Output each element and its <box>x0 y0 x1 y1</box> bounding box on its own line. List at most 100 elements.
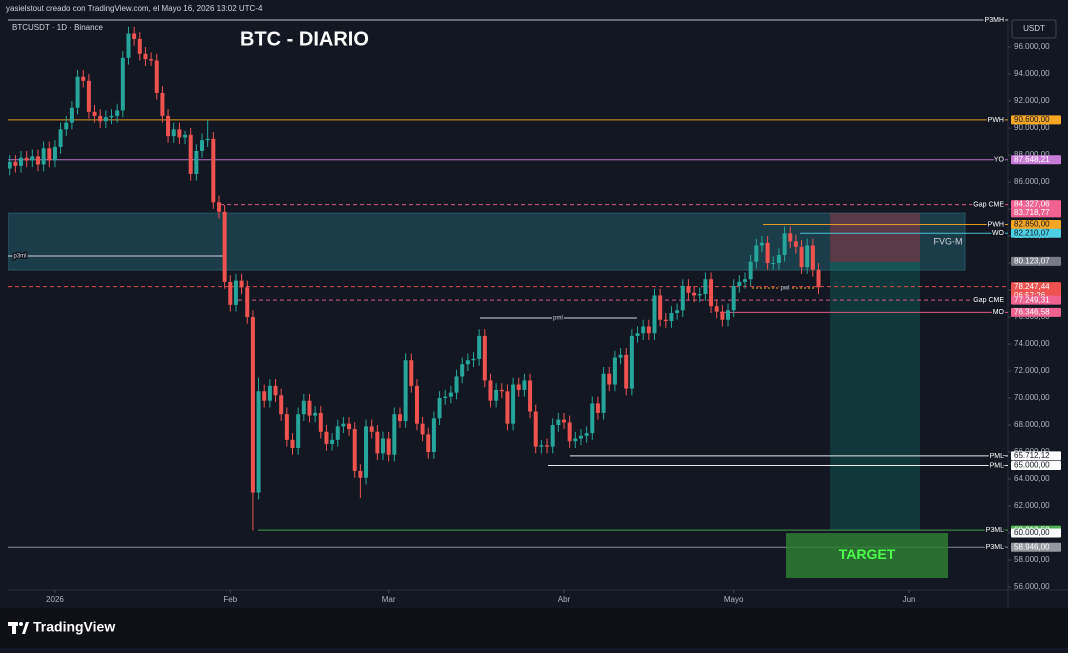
candle-body <box>347 423 352 430</box>
y-tick-label: 68.000,00 <box>1014 420 1050 429</box>
x-tick-label: 2026 <box>46 595 64 604</box>
candle-body <box>714 306 719 312</box>
candle-body <box>460 364 465 377</box>
candle-body <box>793 241 798 247</box>
candle-body <box>420 423 425 435</box>
candle-body <box>222 211 227 282</box>
y-tick-label: 70.000,00 <box>1014 393 1050 402</box>
profit-zone <box>830 262 920 531</box>
candle-body <box>160 92 165 116</box>
candle-body <box>448 392 453 397</box>
candle-body <box>13 161 18 166</box>
candle-body <box>381 438 385 454</box>
plot-area <box>8 19 1008 548</box>
candle-body <box>86 80 91 112</box>
candle-body <box>641 326 646 334</box>
candle-body <box>686 285 691 293</box>
price-badge-label: 65.000,00 <box>1014 461 1050 470</box>
tv-logo <box>8 622 29 634</box>
candle-body <box>358 470 363 478</box>
price-badge <box>1011 115 1061 125</box>
x-tick-label: Feb <box>223 595 237 604</box>
candle-body <box>35 156 40 165</box>
candle-body <box>545 445 550 447</box>
y-tick-label: 58.000,00 <box>1014 555 1050 564</box>
candle-body <box>765 242 770 264</box>
candle-body <box>98 115 103 122</box>
price-badge <box>1011 307 1061 317</box>
candle-body <box>211 138 216 203</box>
candle-body <box>318 412 323 432</box>
candle-body <box>567 422 572 442</box>
price-badge-label: 77.249,31 <box>1014 295 1050 304</box>
x-tick-label: Jun <box>903 595 916 604</box>
candle-body <box>652 295 657 334</box>
y-tick-label: 64.000,00 <box>1014 474 1050 483</box>
level-label: WO <box>992 230 1005 237</box>
candle-body <box>573 438 578 442</box>
candle-body <box>183 134 188 138</box>
candle-body <box>341 423 346 427</box>
candle-body <box>612 357 617 385</box>
candle-body <box>115 110 120 116</box>
brand: TradingView <box>33 619 115 635</box>
currency[interactable]: USDT <box>1023 24 1045 33</box>
candle-body <box>437 398 442 419</box>
target-box <box>786 533 948 578</box>
candle-body <box>233 280 238 305</box>
candle-body <box>58 129 63 147</box>
candle-body <box>618 354 623 358</box>
price-badge-label: 83.718,77 <box>1014 208 1050 217</box>
level-label: P3MH <box>985 17 1004 24</box>
candle-body <box>528 380 533 412</box>
candle-body <box>250 317 255 493</box>
annotation-label: p3ml <box>13 254 26 260</box>
candle-body <box>810 245 815 270</box>
currency-box[interactable] <box>1011 19 1057 39</box>
candle-body <box>477 335 482 359</box>
candle-body <box>522 380 527 390</box>
candle-body <box>578 435 583 439</box>
y-tick-label: 62.000,00 <box>1014 501 1050 510</box>
candle-body <box>799 246 804 268</box>
price-badge <box>1011 155 1061 165</box>
candle-body <box>397 414 402 421</box>
candle-body <box>143 53 148 60</box>
candle-body <box>41 148 46 165</box>
level-label: Gap CME <box>973 201 1004 208</box>
candle-body <box>267 385 272 401</box>
candle-body <box>324 431 329 444</box>
candle-body <box>607 373 612 385</box>
level-label: PML <box>990 462 1005 469</box>
candle-body <box>499 389 504 392</box>
x-tick-label: Abr <box>558 595 571 604</box>
y-tick-label: 94.000,00 <box>1014 69 1050 78</box>
y-tick-label: 90.000,00 <box>1014 123 1050 132</box>
candle-body <box>561 419 566 423</box>
candle-body <box>296 414 301 448</box>
candle-body <box>69 107 74 123</box>
candle-body <box>52 146 57 161</box>
level-label: YO <box>994 157 1005 164</box>
level-label: PWH <box>988 117 1004 124</box>
candle-body <box>262 391 267 401</box>
credit: yasielstout creado con TradingView.com, … <box>6 4 263 13</box>
candle-body <box>601 373 606 413</box>
symbol: BTCUSDT · 1D · Binance <box>12 23 104 32</box>
candle-body <box>629 335 634 389</box>
candle-body <box>454 376 459 393</box>
price-badge-label: 78.247,44 <box>1014 282 1050 291</box>
candle-body <box>471 358 476 361</box>
price-badge-label: 60.000,00 <box>1014 528 1050 537</box>
candle-body <box>284 414 289 440</box>
candle-body <box>675 310 680 313</box>
candle-body <box>47 148 52 161</box>
candle-body <box>24 157 29 161</box>
candle-body <box>465 360 470 365</box>
candle-body <box>75 76 80 108</box>
candle-body <box>256 391 261 493</box>
candle-body <box>109 115 114 118</box>
price-badge-label: 90.600,00 <box>1014 115 1050 124</box>
candle-body <box>771 263 776 265</box>
